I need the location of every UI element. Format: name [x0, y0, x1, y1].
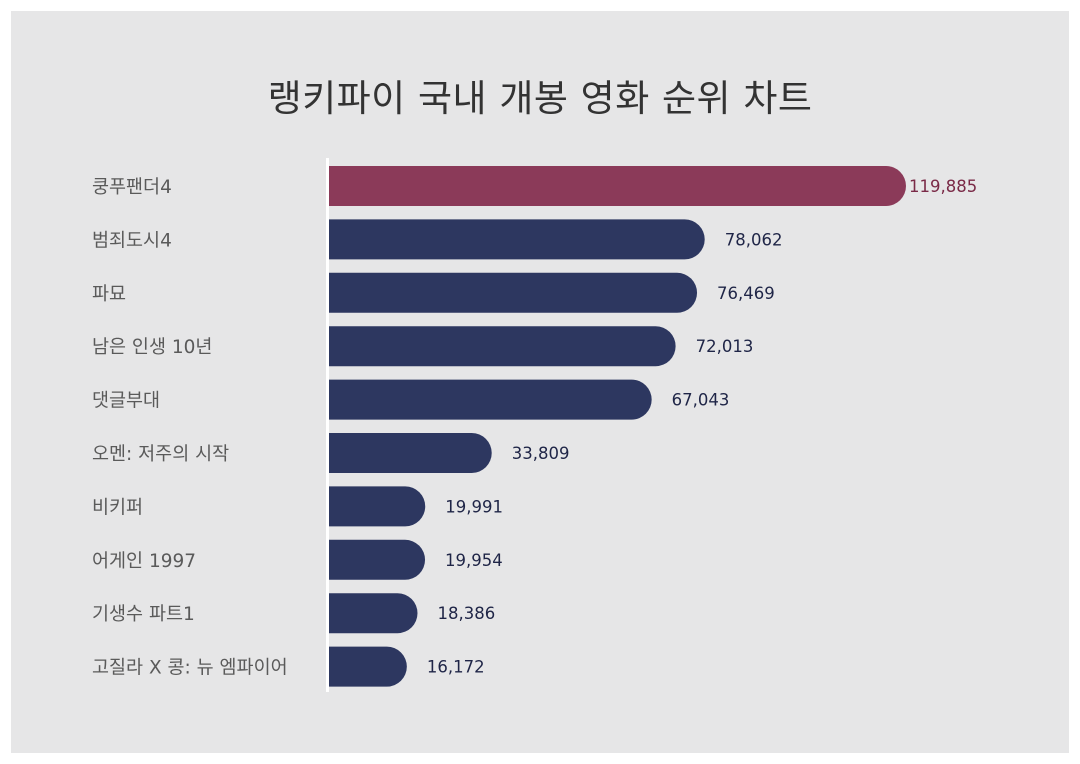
value-label: 119,885	[909, 177, 977, 196]
bar-5	[329, 379, 652, 420]
value-label: 76,469	[717, 284, 775, 303]
category-label: 댓글부대	[92, 391, 160, 412]
category-label: 남은 인생 10년	[92, 337, 212, 358]
value-label: 72,013	[696, 337, 754, 356]
bar-2	[329, 219, 705, 260]
value-label: 19,991	[445, 497, 503, 516]
bar-7	[329, 486, 426, 527]
category-label: 기생수 파트1	[92, 604, 195, 625]
bar-1	[329, 166, 906, 206]
bar-4	[329, 326, 676, 367]
bar-10	[329, 646, 407, 687]
value-label: 19,954	[445, 551, 503, 570]
value-label: 16,172	[427, 658, 485, 677]
category-label: 파묘	[92, 284, 126, 305]
value-label: 67,043	[672, 391, 730, 410]
bar-8	[329, 539, 426, 580]
value-label: 78,062	[725, 230, 783, 249]
chart-title: 랭키파이 국내 개봉 영화 순위 차트	[267, 77, 813, 120]
category-label: 비키퍼	[92, 497, 143, 518]
bar-3	[329, 272, 698, 313]
bar-9	[329, 593, 418, 634]
category-label: 범죄도시4	[92, 230, 172, 251]
category-label: 고질라 X 콩: 뉴 엠파이어	[92, 658, 288, 679]
category-label: 오멘: 저주의 시작	[92, 444, 229, 465]
category-label: 쿵푸팬더4	[92, 177, 172, 198]
category-label: 어게인 1997	[92, 551, 196, 572]
bar-6	[329, 433, 492, 473]
value-label: 33,809	[512, 444, 570, 463]
bars-layer: 쿵푸팬더4 119,885 범죄도시4 78,062 파묘 76,469 남은 인생 10년…	[92, 166, 977, 687]
value-label: 18,386	[437, 604, 495, 623]
